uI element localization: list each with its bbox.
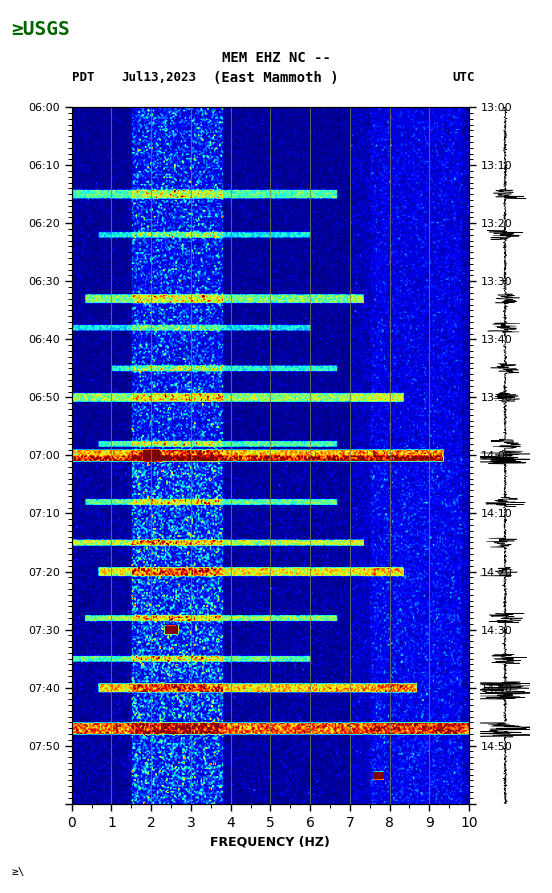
Text: ≥\: ≥\ xyxy=(11,867,24,877)
X-axis label: FREQUENCY (HZ): FREQUENCY (HZ) xyxy=(210,835,330,848)
Text: Jul13,2023: Jul13,2023 xyxy=(121,71,197,84)
Text: (East Mammoth ): (East Mammoth ) xyxy=(213,71,339,85)
Text: UTC: UTC xyxy=(453,71,475,84)
Text: MEM EHZ NC --: MEM EHZ NC -- xyxy=(221,51,331,65)
Text: ≥USGS: ≥USGS xyxy=(11,20,70,38)
Text: PDT: PDT xyxy=(72,71,94,84)
